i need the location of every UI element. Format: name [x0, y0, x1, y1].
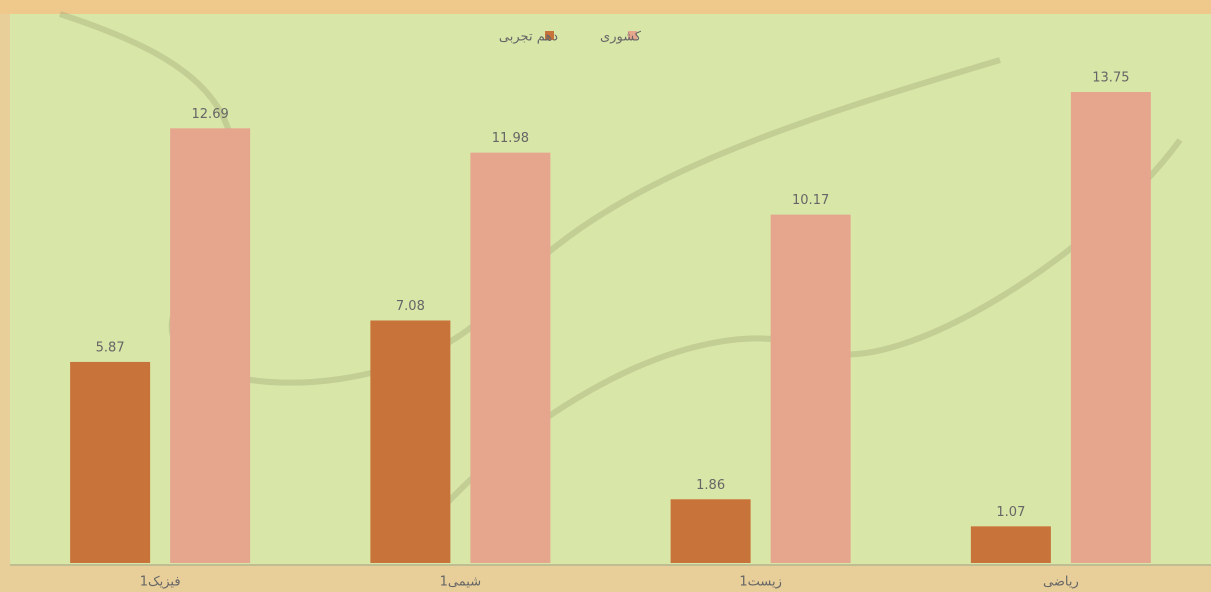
legend-swatch: [545, 31, 554, 40]
bar: [470, 152, 551, 563]
top-band: [0, 0, 1211, 14]
legend: دهم تجربی کشوری: [499, 30, 642, 45]
data-label: 7.08: [396, 299, 425, 314]
bar: [170, 128, 251, 563]
decoration: [59, 11, 1001, 386]
data-label: 11.98: [492, 131, 529, 146]
bar: [770, 214, 851, 563]
data-label: 12.69: [192, 107, 229, 122]
bar: [670, 499, 751, 563]
x-tick-label: فیزیک1: [140, 575, 181, 590]
legend-label: کشوری: [600, 30, 642, 45]
x-tick-label: شیمی1: [440, 575, 481, 590]
legend-label: دهم تجربی: [499, 30, 558, 45]
bar: [970, 526, 1051, 563]
data-label: 5.87: [96, 340, 125, 355]
bar: [1070, 92, 1151, 563]
data-label: 1.86: [696, 478, 725, 493]
data-label: 13.75: [1092, 71, 1129, 86]
data-label: 10.17: [792, 193, 829, 208]
legend-swatch: [628, 31, 637, 40]
x-tick-label: زیست1: [739, 575, 782, 590]
bar: [370, 320, 451, 563]
data-label: 1.07: [996, 505, 1025, 520]
x-tick-label: ریاضی: [1043, 575, 1079, 590]
bar: [70, 361, 151, 563]
